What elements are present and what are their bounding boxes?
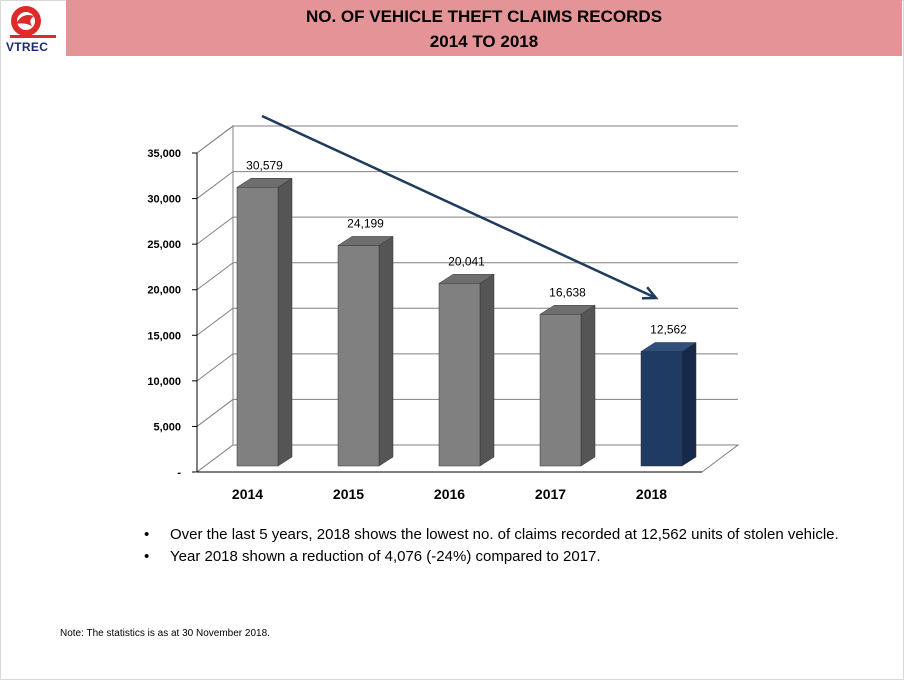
y-tick-label: 10,000 — [147, 376, 181, 388]
gridline — [196, 125, 738, 154]
bar-side — [580, 304, 596, 467]
bullet-text: Year 2018 shown a reduction of 4,076 (-2… — [170, 548, 601, 565]
bullet-item-1: • Over the last 5 years, 2018 shows the … — [140, 525, 860, 545]
y-tick-label: 35,000 — [147, 148, 181, 160]
bar — [438, 283, 481, 467]
x-tick-label: 2017 — [535, 486, 566, 502]
bullet-text: Over the last 5 years, 2018 shows the lo… — [170, 526, 839, 543]
trend-arrow-head — [641, 286, 659, 300]
y-tick-label: 20,000 — [147, 285, 181, 297]
trend-arrow — [261, 114, 657, 300]
data-label: 24,199 — [347, 216, 384, 230]
bar — [539, 314, 582, 467]
gridline — [196, 262, 738, 291]
bar — [337, 245, 380, 467]
bar-side — [378, 235, 394, 467]
bar-side — [479, 273, 495, 467]
gridline — [196, 171, 738, 199]
bullet-list: • Over the last 5 years, 2018 shows the … — [140, 525, 860, 569]
footnote: Note: The statistics is as at 30 Novembe… — [60, 628, 270, 639]
bar-side — [277, 177, 293, 467]
vtrec-logo: VTREC — [2, 2, 64, 56]
x-tick-label: 2014 — [232, 486, 263, 502]
logo-text: VTREC — [6, 40, 49, 54]
bullet-dot: • — [144, 548, 150, 565]
y-tick-label: 5,000 — [153, 421, 181, 433]
y-tick-label: - — [177, 467, 181, 479]
side-wall — [196, 125, 234, 473]
gridline — [196, 216, 738, 245]
y-tick-label: 25,000 — [147, 239, 181, 251]
title-banner: NO. OF VEHICLE THEFT CLAIMS RECORDS 2014… — [66, 0, 902, 56]
bullet-item-2: • Year 2018 shown a reduction of 4,076 (… — [140, 547, 860, 567]
x-tick-label: 2018 — [636, 486, 667, 502]
page-subtitle: 2014 TO 2018 — [429, 32, 539, 51]
data-label: 20,041 — [448, 254, 485, 268]
bar-chart: - 5,000 10,000 15,000 20,000 25,000 30,000 35,0… — [147, 114, 740, 502]
x-tick-label: 2015 — [333, 486, 364, 502]
bullet-dot: • — [144, 526, 150, 543]
page-title: NO. OF VEHICLE THEFT CLAIMS RECORDS — [305, 7, 663, 26]
data-label: 16,638 — [549, 285, 586, 299]
x-tick-label: 2016 — [434, 486, 465, 502]
data-label: 12,562 — [650, 323, 687, 337]
y-tick-label: 15,000 — [147, 330, 181, 342]
bar — [640, 351, 683, 467]
y-tick-label: 30,000 — [147, 194, 181, 206]
bar-side — [681, 342, 697, 467]
bar — [236, 187, 279, 467]
data-label: 30,579 — [246, 158, 283, 172]
